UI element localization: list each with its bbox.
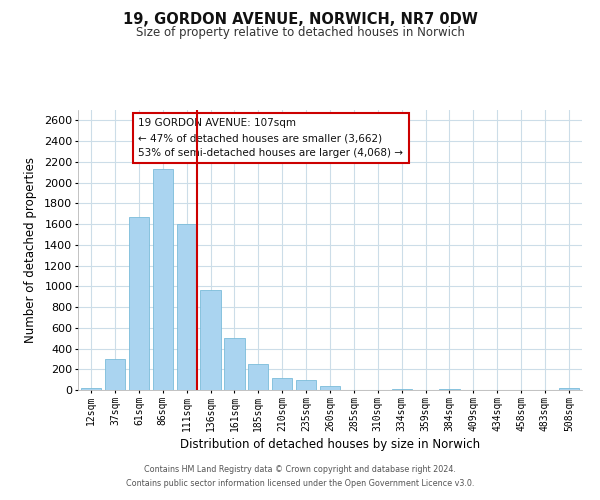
Bar bbox=[81, 388, 101, 390]
Bar bbox=[296, 380, 316, 390]
Text: Size of property relative to detached houses in Norwich: Size of property relative to detached ho… bbox=[136, 26, 464, 39]
Bar bbox=[152, 169, 173, 390]
Bar bbox=[439, 389, 460, 390]
Bar bbox=[176, 224, 197, 390]
Bar bbox=[320, 386, 340, 390]
Text: Contains HM Land Registry data © Crown copyright and database right 2024.
Contai: Contains HM Land Registry data © Crown c… bbox=[126, 466, 474, 487]
Y-axis label: Number of detached properties: Number of detached properties bbox=[24, 157, 37, 343]
Bar bbox=[392, 389, 412, 390]
Bar bbox=[224, 338, 245, 390]
Bar bbox=[129, 217, 149, 390]
X-axis label: Distribution of detached houses by size in Norwich: Distribution of detached houses by size … bbox=[180, 438, 480, 451]
Text: 19, GORDON AVENUE, NORWICH, NR7 0DW: 19, GORDON AVENUE, NORWICH, NR7 0DW bbox=[122, 12, 478, 28]
Bar bbox=[559, 388, 579, 390]
Bar bbox=[248, 364, 268, 390]
Bar bbox=[105, 360, 125, 390]
Text: 19 GORDON AVENUE: 107sqm
← 47% of detached houses are smaller (3,662)
53% of sem: 19 GORDON AVENUE: 107sqm ← 47% of detach… bbox=[139, 118, 403, 158]
Bar bbox=[200, 290, 221, 390]
Bar bbox=[272, 378, 292, 390]
